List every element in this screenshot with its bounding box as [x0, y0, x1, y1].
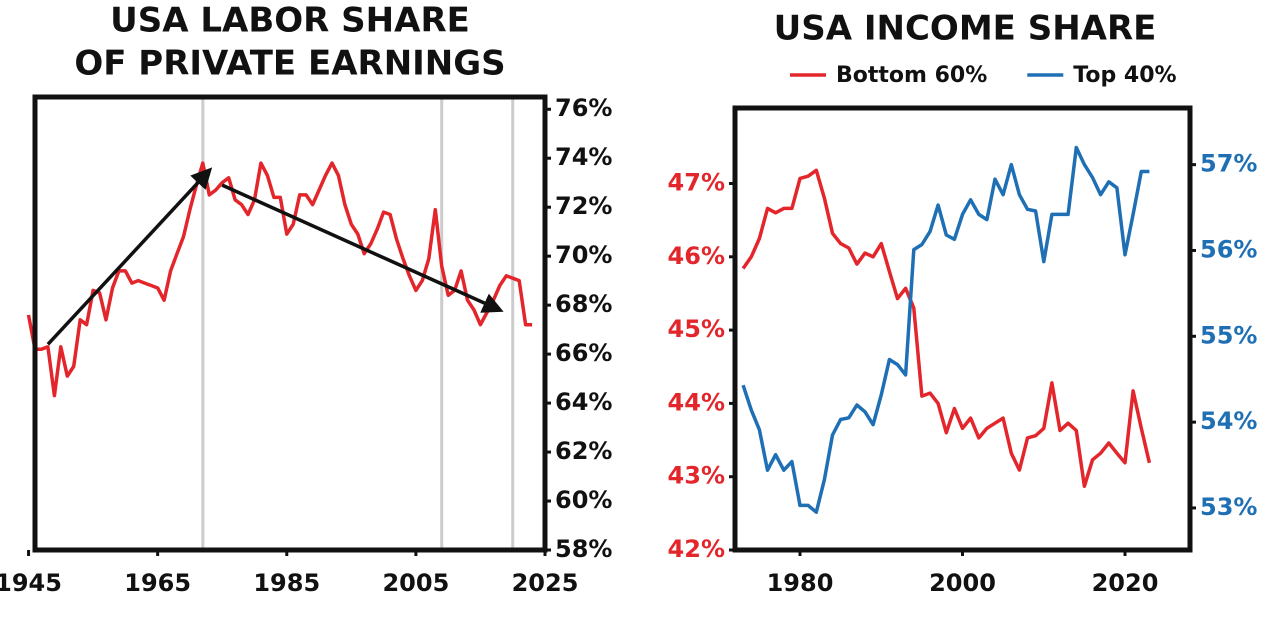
x-tick-label: 2005	[382, 569, 449, 597]
y2-tick-label: 56%	[1200, 235, 1257, 263]
plot-frame	[732, 105, 1193, 553]
chart-title: USA LABOR SHARE	[110, 1, 470, 41]
y-tick-label: 70%	[555, 241, 612, 269]
y-tick-label: 58%	[555, 535, 612, 563]
y2-tick-label: 53%	[1200, 493, 1257, 521]
y-tick-label: 47%	[668, 168, 725, 196]
x-tick-label: 1985	[253, 569, 320, 597]
series-line	[26, 161, 533, 398]
y-tick-label: 42%	[668, 535, 725, 563]
y-tick-label: 64%	[555, 388, 612, 416]
y-tick-label: 76%	[555, 94, 612, 122]
y2-tick-label: 55%	[1200, 321, 1257, 349]
x-tick-label: 2025	[512, 569, 579, 597]
x-tick-label: 1980	[767, 569, 834, 597]
plot-frame	[32, 94, 548, 553]
x-tick-label: 1945	[0, 569, 62, 597]
y2-tick-label: 54%	[1200, 407, 1257, 435]
y-tick-label: 60%	[555, 486, 612, 514]
x-tick-label: 1965	[124, 569, 191, 597]
y-tick-label: 74%	[555, 143, 612, 171]
series-line	[741, 145, 1150, 514]
y-tick-label: 66%	[555, 339, 612, 367]
y-tick-label: 68%	[555, 290, 612, 318]
chart-title: USA INCOME SHARE	[774, 9, 1157, 49]
y-tick-label: 72%	[555, 192, 612, 220]
legend-label: Top 40%	[1073, 63, 1176, 88]
y-tick-label: 45%	[668, 315, 725, 343]
legend-label: Bottom 60%	[836, 63, 987, 88]
y-tick-label: 62%	[555, 437, 612, 465]
trend-arrow	[46, 167, 213, 346]
y2-tick-label: 57%	[1200, 150, 1257, 178]
series-line	[741, 168, 1152, 488]
trend-arrow	[221, 183, 504, 313]
x-tick-label: 2000	[929, 569, 996, 597]
y-tick-label: 46%	[668, 242, 725, 270]
y-tick-label: 43%	[668, 462, 725, 490]
x-tick-label: 2020	[1092, 569, 1159, 597]
chart-title: OF PRIVATE EARNINGS	[74, 44, 505, 84]
y-tick-label: 44%	[668, 388, 725, 416]
